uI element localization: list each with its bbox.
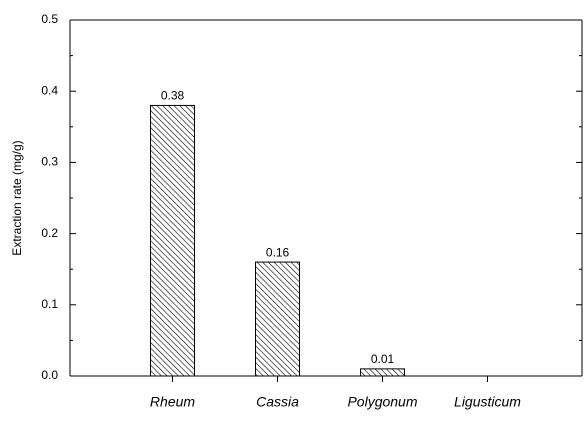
y-tick-label: 0.2 — [41, 226, 58, 240]
y-tick-label: 0.5 — [41, 12, 58, 26]
y-tick-label: 0.1 — [41, 297, 58, 311]
value-label: 0.38 — [161, 89, 185, 103]
bar — [150, 104, 195, 377]
y-axis-label: Extraction rate (mg/g) — [10, 140, 24, 255]
x-tick-label: Rheum — [150, 394, 195, 410]
x-tick-label: Ligusticum — [454, 394, 521, 410]
y-tick-label: 0.4 — [41, 83, 58, 97]
x-tick-label: Polygonum — [347, 394, 417, 410]
y-tick-label: 0.0 — [41, 368, 58, 382]
y-tick-label: 0.3 — [41, 155, 58, 169]
bar — [255, 261, 300, 377]
value-label: 0.01 — [371, 352, 395, 366]
bar — [360, 368, 405, 377]
value-label: 0.16 — [266, 245, 290, 259]
x-tick-label: Cassia — [256, 394, 299, 410]
